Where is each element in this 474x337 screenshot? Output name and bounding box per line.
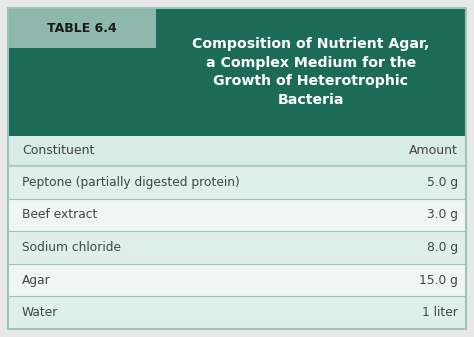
- Text: Agar: Agar: [22, 274, 51, 286]
- Text: Amount: Amount: [409, 145, 458, 157]
- Text: TABLE 6.4: TABLE 6.4: [47, 22, 117, 34]
- Text: 5.0 g: 5.0 g: [427, 176, 458, 189]
- FancyBboxPatch shape: [8, 198, 466, 231]
- FancyBboxPatch shape: [8, 231, 466, 264]
- Text: Composition of Nutrient Agar,
a Complex Medium for the
Growth of Heterotrophic
B: Composition of Nutrient Agar, a Complex …: [192, 37, 430, 108]
- FancyBboxPatch shape: [8, 8, 156, 48]
- Text: 1 liter: 1 liter: [422, 306, 458, 319]
- Text: 3.0 g: 3.0 g: [427, 208, 458, 221]
- Text: Sodium chloride: Sodium chloride: [22, 241, 121, 254]
- FancyBboxPatch shape: [8, 8, 466, 329]
- Text: Peptone (partially digested protein): Peptone (partially digested protein): [22, 176, 240, 189]
- Text: Constituent: Constituent: [22, 145, 94, 157]
- Text: Water: Water: [22, 306, 58, 319]
- Text: Beef extract: Beef extract: [22, 208, 97, 221]
- FancyBboxPatch shape: [8, 264, 466, 297]
- FancyBboxPatch shape: [8, 136, 466, 166]
- FancyBboxPatch shape: [8, 166, 466, 198]
- Text: 15.0 g: 15.0 g: [419, 274, 458, 286]
- Text: 8.0 g: 8.0 g: [427, 241, 458, 254]
- FancyBboxPatch shape: [8, 297, 466, 329]
- FancyBboxPatch shape: [8, 8, 466, 136]
